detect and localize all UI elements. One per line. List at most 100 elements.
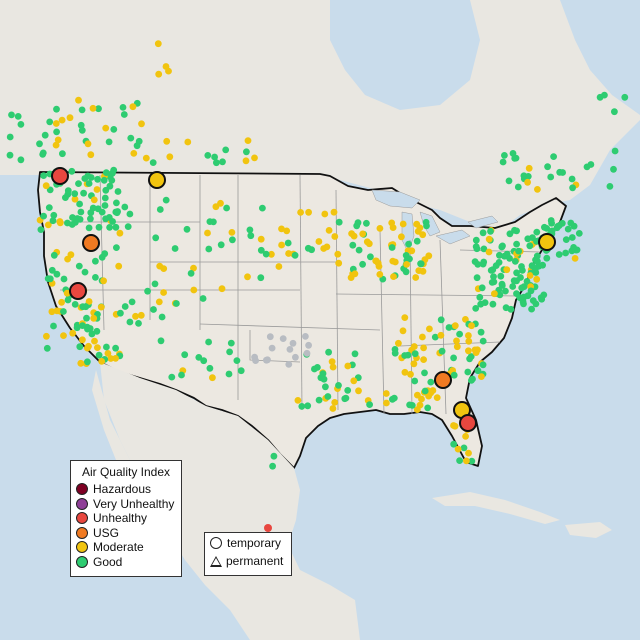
good-station-dot <box>547 217 555 224</box>
good-station-dot <box>257 274 265 282</box>
good-station-dot <box>342 394 350 402</box>
good-station-dot <box>223 204 231 212</box>
good-station-dot <box>467 353 475 360</box>
good-station-dot <box>168 373 176 381</box>
good-station-dot <box>291 251 299 259</box>
moderate-station-dot <box>533 275 541 283</box>
good-station-dot <box>308 246 315 254</box>
good-station-dot <box>529 234 536 242</box>
good-station-dot <box>479 361 487 369</box>
moderate-station-dot <box>453 337 460 345</box>
good-station-dot <box>427 378 435 386</box>
moderate-station-dot <box>335 259 343 267</box>
good-station-dot <box>80 189 87 197</box>
good-station-dot <box>315 396 323 404</box>
good-station-dot <box>532 300 540 308</box>
good-station-dot <box>98 253 106 261</box>
good-station-dot <box>112 223 120 231</box>
moderate-station-dot <box>305 208 312 216</box>
good-station-dot <box>93 327 101 335</box>
moderate-station-dot <box>48 308 56 316</box>
good-station-dot <box>195 354 203 361</box>
moderate-station-dot <box>190 286 198 294</box>
good-station-dot <box>219 158 226 166</box>
good-station-dot <box>84 325 91 333</box>
moderate-station-dot <box>275 263 283 270</box>
moderate-station-dot <box>242 157 250 165</box>
good-station-dot <box>78 106 86 114</box>
good-station-dot <box>233 357 241 364</box>
moderate-station-dot <box>363 238 371 246</box>
good-station-dot <box>562 236 570 244</box>
moderate-station-dot <box>407 370 414 378</box>
good-station-dot <box>464 368 472 376</box>
good-station-dot <box>510 277 518 285</box>
good-station-dot <box>505 177 513 185</box>
legend-item-very-unhealthy: Very Unhealthy <box>71 497 181 512</box>
good-station-dot <box>502 287 509 295</box>
moderate-station-dot <box>376 225 384 232</box>
good-station-dot <box>555 251 563 258</box>
good-station-dot <box>501 252 508 260</box>
good-station-dot <box>528 262 536 270</box>
good-station-dot <box>76 200 83 208</box>
good-station-dot <box>108 177 116 184</box>
good-station-dot <box>499 158 507 166</box>
circle-icon <box>210 537 222 549</box>
cuba-land <box>432 492 560 524</box>
moderate-station-dot <box>190 264 197 272</box>
good-station-dot <box>127 134 135 142</box>
good-station-dot <box>304 402 312 410</box>
moderate-station-dot <box>418 395 425 403</box>
moderate-station-dot <box>155 70 163 78</box>
moderate-station-dot <box>414 228 422 235</box>
good-station-dot <box>513 240 520 248</box>
moderate-station-dot <box>100 277 107 285</box>
good-station-dot <box>45 204 53 212</box>
good-station-dot <box>73 324 81 332</box>
good-station-dot <box>479 229 487 237</box>
moderate-station-dot <box>359 230 367 238</box>
moderate-station-dot <box>437 331 445 339</box>
good-station-dot <box>351 350 359 358</box>
good-station-dot <box>109 169 116 177</box>
good-station-dot <box>213 159 220 167</box>
good-station-dot <box>229 236 236 244</box>
good-station-dot <box>113 244 120 252</box>
good-station-dot <box>390 394 398 402</box>
aqi-legend: Air Quality Index Hazardous Very Unhealt… <box>70 460 182 577</box>
good-station-dot <box>162 196 170 204</box>
moderate-station-dot <box>351 270 359 278</box>
good-station-dot <box>79 303 87 311</box>
good-station-dot <box>79 322 86 329</box>
good-station-dot <box>490 273 497 280</box>
good-station-dot <box>487 227 494 235</box>
moderate-station-dot <box>79 336 86 344</box>
good-station-dot <box>322 383 329 391</box>
good-station-dot <box>496 251 503 259</box>
good-station-dot <box>469 375 476 383</box>
good-station-dot <box>575 230 583 237</box>
good-station-dot <box>515 247 522 255</box>
good-station-dot <box>85 180 93 187</box>
good-station-dot <box>157 337 165 345</box>
moderate-station-dot <box>69 329 77 337</box>
good-station-dot <box>94 175 101 183</box>
good-station-dot <box>105 138 113 146</box>
good-station-dot <box>17 156 25 164</box>
moderate-station-dot <box>453 343 461 351</box>
good-station-dot <box>402 252 410 259</box>
moderate-station-dot <box>329 363 337 371</box>
legend-label: Good <box>93 554 123 569</box>
moderate-station-dot <box>155 298 163 306</box>
good-station-dot <box>569 184 576 192</box>
moderate-station-dot <box>451 422 459 430</box>
monitor-type-legend: temporary permanent <box>204 532 292 576</box>
moderate-station-dot <box>66 114 74 122</box>
good-station-dot <box>610 165 617 173</box>
moderate-station-dot <box>413 406 421 413</box>
moderate-station-dot <box>142 154 150 162</box>
good-station-dot <box>150 306 157 313</box>
good-station-dot <box>53 128 60 136</box>
legend-item-usg: USG <box>71 526 181 541</box>
